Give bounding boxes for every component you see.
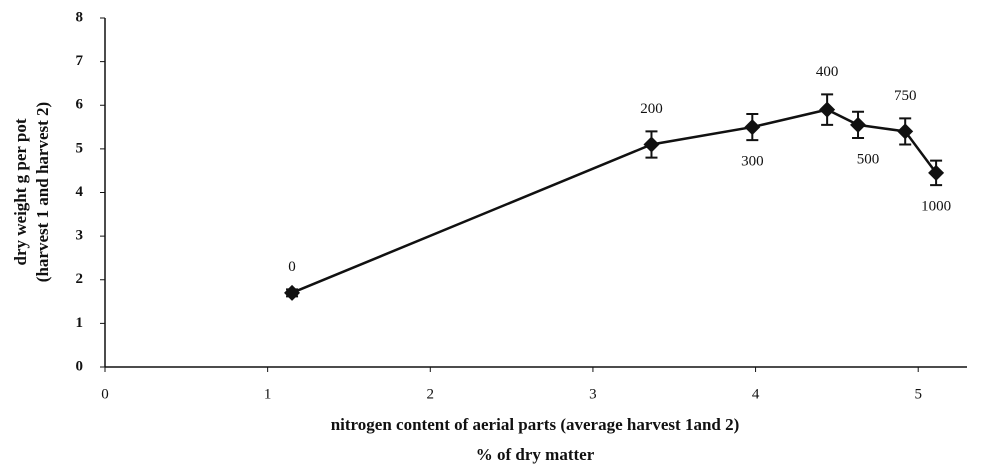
marker xyxy=(819,101,836,118)
y-axis-label: dry weight g per pot xyxy=(11,118,30,265)
y-tick-label: 2 xyxy=(76,271,84,287)
marker xyxy=(284,284,301,301)
point-label: 400 xyxy=(816,64,839,80)
marker xyxy=(928,164,945,181)
y-tick-label: 6 xyxy=(76,97,84,113)
y-tick-label: 1 xyxy=(76,315,84,331)
y-tick-label: 4 xyxy=(76,184,84,200)
marker xyxy=(850,116,867,133)
point-label: 1000 xyxy=(921,199,951,215)
marker xyxy=(744,119,761,136)
x-tick-label: 4 xyxy=(752,386,760,402)
y-tick-label: 5 xyxy=(76,140,84,156)
x-tick-label: 5 xyxy=(914,386,922,402)
x-tick-label: 3 xyxy=(589,386,597,402)
y-tick-label: 8 xyxy=(76,9,84,25)
point-label: 750 xyxy=(894,88,917,104)
x-tick-label: 2 xyxy=(427,386,435,402)
point-label: 200 xyxy=(640,101,663,117)
marker xyxy=(643,136,660,153)
x-tick-label: 1 xyxy=(264,386,272,402)
point-label: 500 xyxy=(857,151,880,167)
data-line xyxy=(291,108,938,294)
point-label: 300 xyxy=(741,154,764,170)
x-axis-label: % of dry matter xyxy=(476,445,595,464)
point-label: 0 xyxy=(288,259,296,275)
y-axis-label: (harvest 1 and harvest 2) xyxy=(33,102,52,282)
x-axis-label: nitrogen content of aerial parts (averag… xyxy=(331,415,740,434)
marker xyxy=(897,123,914,140)
y-tick-label: 7 xyxy=(76,53,84,69)
y-tick-label: 3 xyxy=(76,228,84,244)
x-tick-label: 0 xyxy=(101,386,109,402)
y-tick-label: 0 xyxy=(76,358,84,374)
